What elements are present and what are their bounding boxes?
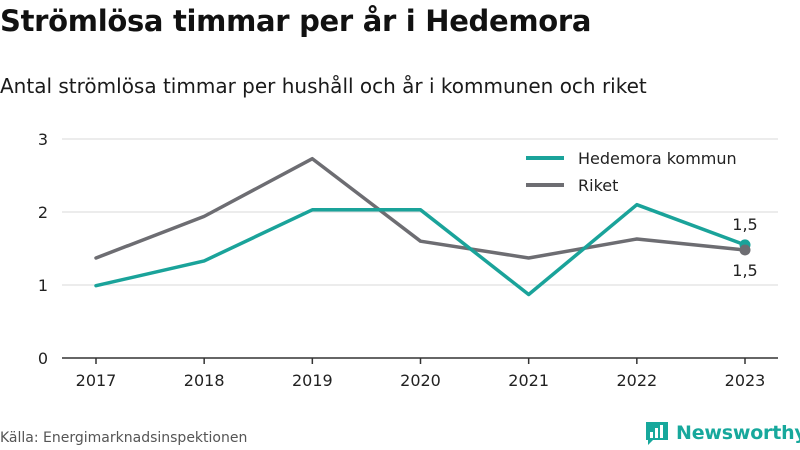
end-point-riket [739,244,751,256]
y-tick-label: 2 [38,203,48,222]
page-title: Strömlösa timmar per år i Hedemora [0,4,592,38]
x-tick-label: 2023 [725,371,766,390]
x-tick-label: 2019 [292,371,333,390]
newsworthy-logo-icon [646,422,668,445]
series-line-hedemora [94,202,747,297]
end-label-hedemora: 1,5 [732,215,757,234]
x-tick-label: 2020 [400,371,441,390]
page-subtitle: Antal strömlösa timmar per hushåll och å… [0,74,647,98]
brand-logo[interactable]: Newsworthy [644,420,800,446]
x-tick-label: 2018 [184,371,225,390]
source-note: Källa: Energimarknadsinspektionen [0,430,248,446]
legend-label-riket: Riket [578,176,618,195]
y-tick-label: 1 [38,276,48,295]
y-tick-label: 0 [38,349,48,368]
chart-legend: Hedemora kommun Riket [526,149,737,195]
y-tick-label: 3 [38,130,48,149]
x-tick-label: 2021 [508,371,549,390]
series-line-riket [94,156,747,260]
brand-name: Newsworthy [676,422,800,444]
end-label-riket: 1,5 [732,261,757,280]
legend-label-hedemora: Hedemora kommun [578,149,737,168]
x-tick-label: 2017 [76,371,117,390]
x-tick-label: 2022 [616,371,657,390]
